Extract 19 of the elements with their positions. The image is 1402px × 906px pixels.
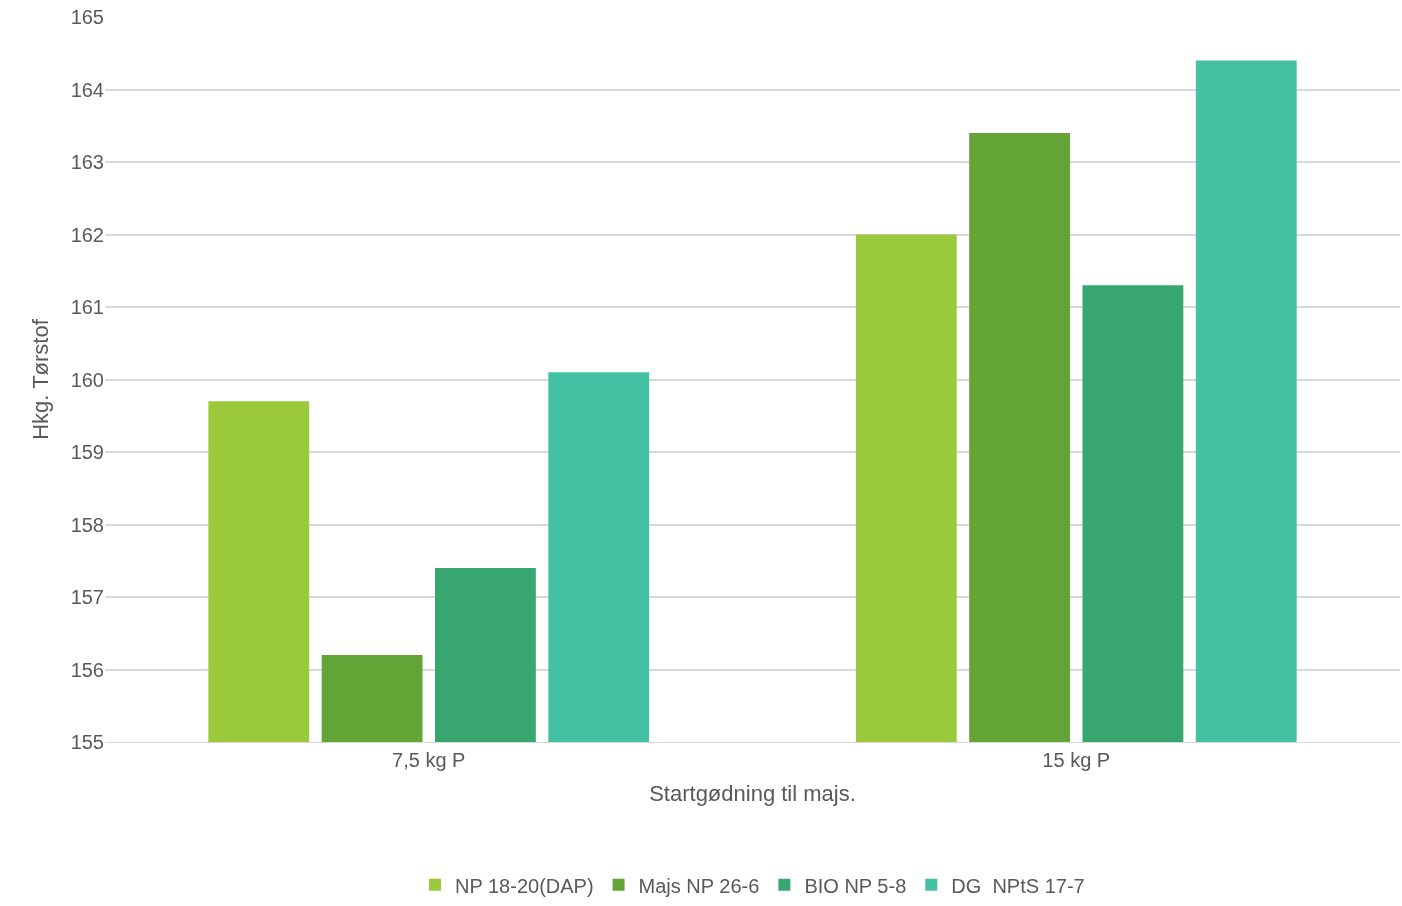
y-tick-label: 157 bbox=[70, 586, 104, 608]
legend-label: Majs NP 26-6 bbox=[638, 874, 760, 897]
y-tick-label: 156 bbox=[70, 658, 104, 681]
y-tick-label: 163 bbox=[70, 151, 104, 173]
y-tick-label: 161 bbox=[70, 296, 104, 318]
y-axis-title: Hkg. Tørstof bbox=[28, 318, 54, 440]
y-tick-label: 159 bbox=[70, 441, 104, 463]
y-tick-label: 155 bbox=[70, 731, 104, 753]
y-tick-label: 158 bbox=[70, 513, 104, 536]
legend-label: BIO NP 5-8 bbox=[804, 874, 907, 897]
y-tick-label: 160 bbox=[70, 368, 104, 391]
legend-label: DG NPtS 17-7 bbox=[951, 874, 1085, 897]
legend-label: NP 18-20(DAP) bbox=[455, 874, 594, 897]
x-axis-title: Startgødning til majs. bbox=[649, 780, 856, 806]
x-tick-label: 7,5 kg P bbox=[392, 749, 466, 771]
y-tick-label: 165 bbox=[70, 6, 104, 28]
y-tick-label: 164 bbox=[70, 78, 104, 101]
x-tick-label: 15 kg P bbox=[1042, 749, 1111, 771]
y-tick-label: 162 bbox=[70, 223, 104, 246]
